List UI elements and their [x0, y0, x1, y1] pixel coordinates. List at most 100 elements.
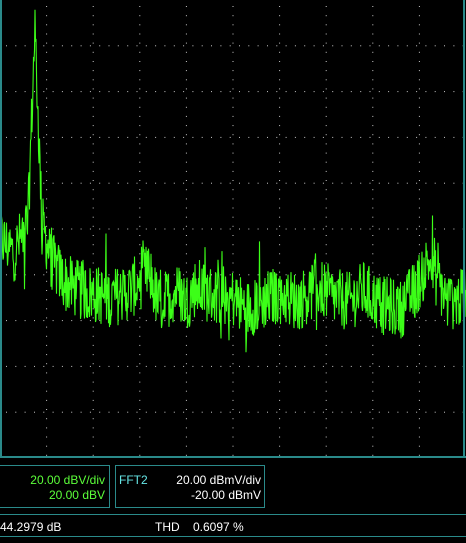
graticule-dot — [313, 320, 315, 322]
graticule-dot — [279, 189, 281, 191]
graticule-dot — [232, 418, 234, 420]
graticule-dot — [99, 91, 101, 93]
graticule-dot — [248, 182, 250, 184]
graticule-dot — [372, 79, 374, 81]
graticule-dot — [372, 216, 374, 218]
graticule-dot — [332, 182, 334, 184]
fft2-scale-panel[interactable]: FFT2 20.00 dBmV/div -20.00 dBmV — [115, 465, 265, 508]
graticule-dot — [46, 326, 48, 328]
graticule-dot — [434, 228, 436, 230]
graticule-dot — [139, 15, 141, 17]
graticule-dot — [388, 274, 390, 276]
graticule-dot — [52, 136, 54, 138]
graticule-dot — [92, 51, 94, 53]
graticule-dot — [325, 418, 327, 420]
graticule-dot — [6, 320, 7, 322]
channel-scale-panel[interactable]: 20.00 dBV/div 20.00 dBV — [0, 465, 110, 508]
graticule-dot — [185, 152, 187, 154]
graticule-dot — [24, 320, 26, 322]
graticule-dot — [34, 228, 35, 230]
graticule-dot — [92, 88, 94, 90]
graticule-dot — [192, 182, 194, 184]
graticule-dot — [276, 91, 278, 93]
graticule-dot — [92, 170, 94, 172]
graticule-dot — [232, 115, 234, 117]
graticule-dot — [416, 365, 418, 367]
graticule-dot — [232, 15, 234, 17]
graticule-dot — [92, 399, 94, 401]
graticule-dot — [185, 225, 187, 227]
graticule-dot — [418, 161, 420, 163]
graticule-dot — [61, 45, 63, 47]
graticule-dot — [418, 51, 420, 53]
graticule-dot — [46, 418, 48, 420]
graticule-dot — [416, 136, 418, 138]
graticule-dot — [46, 51, 48, 53]
graticule-dot — [453, 411, 455, 413]
graticule-dot — [139, 70, 141, 72]
graticule-dot — [372, 134, 374, 136]
graticule-dot — [89, 91, 91, 93]
graticule-dot — [117, 182, 119, 184]
graticule-dot — [425, 182, 427, 184]
graticule-dot — [43, 228, 45, 230]
graticule-dot — [418, 381, 420, 383]
graticule-dot — [145, 411, 147, 413]
graticule-dot — [15, 320, 17, 322]
graticule-dot — [92, 253, 94, 255]
graticule-dot — [201, 320, 203, 322]
graticule-dot — [378, 320, 380, 322]
graticule-dot — [232, 427, 234, 429]
graticule-dot — [232, 33, 234, 35]
graticule-dot — [294, 274, 296, 276]
graticule-dot — [350, 182, 352, 184]
graticule-dot — [232, 207, 234, 209]
graticule-dot — [46, 189, 48, 191]
graticule-dot — [139, 225, 141, 227]
graticule-dot — [418, 335, 420, 337]
graticule-dot — [425, 365, 427, 367]
graticule-dot — [164, 45, 166, 47]
graticule-dot — [232, 170, 234, 172]
graticule-dot — [418, 106, 420, 108]
graticule-dot — [46, 271, 48, 273]
graticule-dot — [139, 51, 141, 53]
fft2-channel-label: FFT2 — [119, 473, 148, 487]
graticule-dot — [418, 143, 420, 145]
graticule-dot — [201, 182, 203, 184]
graticule-dot — [372, 189, 374, 191]
graticule-dot — [136, 182, 138, 184]
graticule-dot — [92, 152, 94, 154]
graticule-dot — [43, 274, 45, 276]
graticule-dot — [232, 143, 234, 145]
graticule-dot — [117, 274, 119, 276]
graticule-dot — [92, 33, 94, 35]
graticule-dot — [276, 228, 278, 230]
graticule-dot — [80, 45, 82, 47]
graticule-dot — [257, 182, 259, 184]
graticule-dot — [46, 152, 48, 154]
graticule-dot — [211, 228, 212, 230]
graticule-dot — [139, 372, 141, 374]
graticule-dot — [294, 45, 296, 47]
graticule-dot — [192, 365, 194, 367]
graticule-dot — [6, 91, 7, 93]
graticule-dot — [418, 134, 420, 136]
graticule-dot — [92, 225, 94, 227]
graticule-dot — [46, 409, 48, 410]
graticule-dot — [453, 365, 455, 367]
graticule-dot — [418, 225, 420, 227]
graticule-dot — [117, 411, 119, 413]
graticule-dot — [372, 271, 374, 273]
offset-readout: 20.00 dBV — [48, 488, 105, 502]
graticule-dot — [185, 207, 187, 209]
graticule-dot — [232, 161, 234, 163]
graticule-dot — [229, 136, 231, 138]
graticule-dot — [279, 143, 281, 145]
graticule-dot — [372, 152, 374, 154]
graticule-dot — [325, 161, 327, 163]
graticule-dot — [276, 365, 278, 367]
graticule-dot — [164, 136, 166, 138]
graticule-dot — [71, 365, 73, 367]
graticule-dot — [99, 274, 101, 276]
